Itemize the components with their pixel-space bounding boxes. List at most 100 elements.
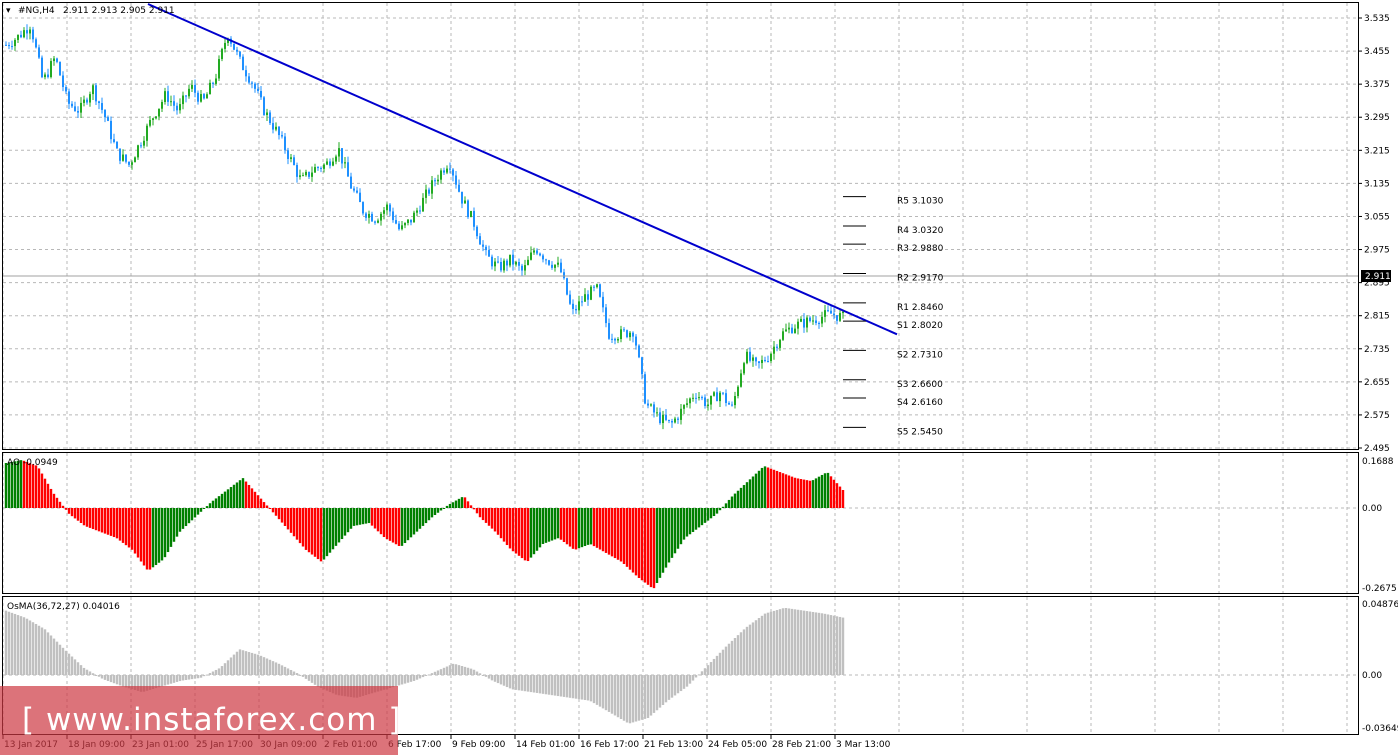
chart-menu-icon[interactable]: ▾ (6, 6, 11, 16)
histogram-bar (589, 675, 593, 702)
trend-line[interactable] (147, 3, 898, 336)
candle-body (95, 85, 97, 102)
candle-body (494, 261, 496, 267)
histogram-bar (70, 508, 74, 517)
histogram-bar (139, 675, 143, 692)
histogram-bar (454, 500, 458, 508)
histogram-bar (730, 496, 734, 508)
histogram-bar (634, 675, 638, 722)
ohlc-label: 2.911 2.913 2.905 2.911 (63, 6, 175, 16)
histogram-bar (439, 669, 443, 675)
histogram-bar (448, 503, 452, 508)
histogram-bar (70, 656, 74, 675)
histogram-bar (835, 616, 839, 675)
candle-body (257, 88, 259, 91)
candle-body (77, 111, 79, 113)
histogram-bar (82, 508, 86, 526)
candle-body (830, 310, 832, 314)
candle-body (209, 82, 211, 95)
histogram-bar (487, 508, 491, 526)
candle-body (461, 191, 463, 204)
histogram-bar (391, 508, 395, 543)
price-axis[interactable]: 3.535 3.455 3.375 3.295 3.215 3.135 3.055 2.975… (1358, 14, 1390, 454)
time-tick-label: 28 Feb 21:00 (772, 740, 831, 750)
price-panel[interactable] (2, 2, 1359, 450)
histogram-bar (16, 615, 20, 675)
histogram-bar (328, 675, 332, 692)
candle-body (335, 156, 337, 162)
candle-body (137, 145, 139, 158)
histogram-bar (286, 508, 290, 530)
histogram-bar (151, 508, 155, 568)
ao-tick-zero: 0.00 (1362, 504, 1382, 514)
candle-body (128, 161, 130, 165)
price-tick-label: 3.135 (1364, 179, 1390, 189)
histogram-bar (475, 508, 479, 514)
candle-body (770, 353, 772, 362)
histogram-bar (721, 649, 725, 675)
candle-body (26, 30, 28, 34)
histogram-bar (841, 617, 845, 675)
histogram-bar (472, 669, 476, 675)
price-tick-label: 3.295 (1364, 113, 1390, 123)
histogram-bar (262, 502, 266, 508)
histogram-bar (607, 675, 611, 712)
histogram-bar (661, 508, 665, 573)
histogram-bar (442, 508, 446, 509)
histogram-bar (778, 472, 782, 508)
histogram-bar (151, 675, 155, 690)
candle-body (590, 286, 592, 300)
histogram-bar (544, 508, 548, 543)
histogram-bar (505, 675, 509, 688)
histogram-bar (718, 652, 722, 675)
histogram-bar (253, 653, 257, 675)
histogram-bar (526, 675, 530, 692)
histogram-bar (253, 491, 257, 508)
price-tick-label: 2.895 (1364, 279, 1390, 289)
histogram-bar (331, 508, 335, 550)
histogram-bar (181, 508, 185, 529)
ao-label: AO -0.0949 (7, 458, 58, 468)
histogram-bar (649, 675, 653, 716)
price-tick-label: 2.815 (1364, 312, 1390, 322)
candle-body (497, 261, 499, 263)
histogram-bar (556, 508, 560, 539)
histogram-bar (529, 508, 533, 558)
histogram-bar (220, 493, 224, 508)
candle-body (536, 250, 538, 254)
histogram-bar (775, 610, 779, 675)
candle-body (722, 392, 724, 394)
histogram-bar (244, 651, 248, 675)
histogram-bar (499, 508, 503, 539)
candle-body (806, 317, 808, 328)
histogram-bar (193, 675, 197, 679)
candle-body (629, 332, 631, 338)
histogram-bar (598, 675, 602, 707)
histogram-bar (211, 671, 215, 675)
candle-body (155, 116, 157, 119)
ao-panel[interactable] (2, 452, 1359, 594)
histogram-bar (367, 675, 371, 695)
histogram-bar (460, 665, 464, 675)
histogram-bar (418, 675, 422, 679)
histogram-bar (37, 625, 41, 675)
histogram-bar (766, 612, 770, 675)
candle-body (761, 359, 763, 364)
histogram-bar (640, 508, 644, 581)
histogram-bar (73, 508, 77, 519)
histogram-bar (595, 508, 599, 548)
candle-body (116, 141, 118, 149)
candle-body (587, 294, 589, 300)
histogram-bar (19, 616, 23, 675)
histogram-bar (739, 487, 743, 508)
histogram-bar (709, 662, 713, 675)
osma-panel[interactable] (2, 596, 1359, 735)
histogram-bar (442, 667, 446, 675)
candle-body (593, 286, 595, 288)
histogram-bar (202, 508, 206, 509)
histogram-bar (184, 508, 188, 527)
histogram-bar (601, 508, 605, 552)
candle-body (608, 323, 610, 339)
histogram-bar (790, 608, 794, 675)
